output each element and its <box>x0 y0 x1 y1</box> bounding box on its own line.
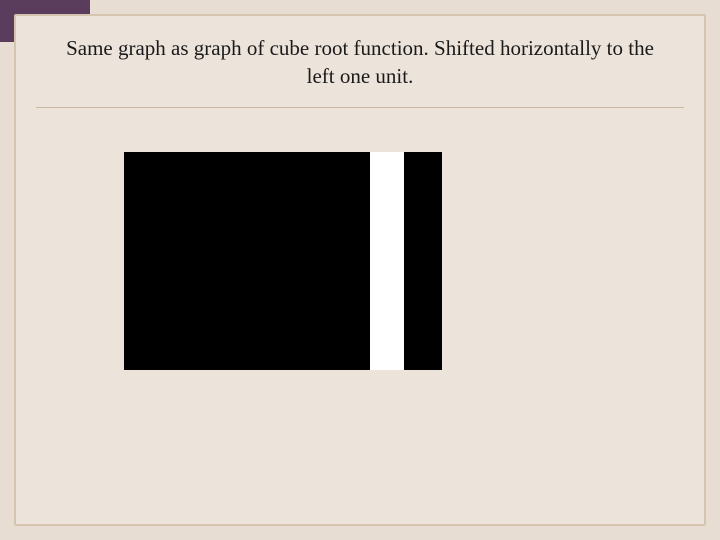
graph-box <box>124 152 442 370</box>
content-area <box>16 108 704 506</box>
slide-title: Same graph as graph of cube root functio… <box>56 34 664 91</box>
title-block: Same graph as graph of cube root functio… <box>16 16 704 101</box>
graph-axis-strip <box>370 152 404 370</box>
slide-frame: Same graph as graph of cube root functio… <box>14 14 706 526</box>
